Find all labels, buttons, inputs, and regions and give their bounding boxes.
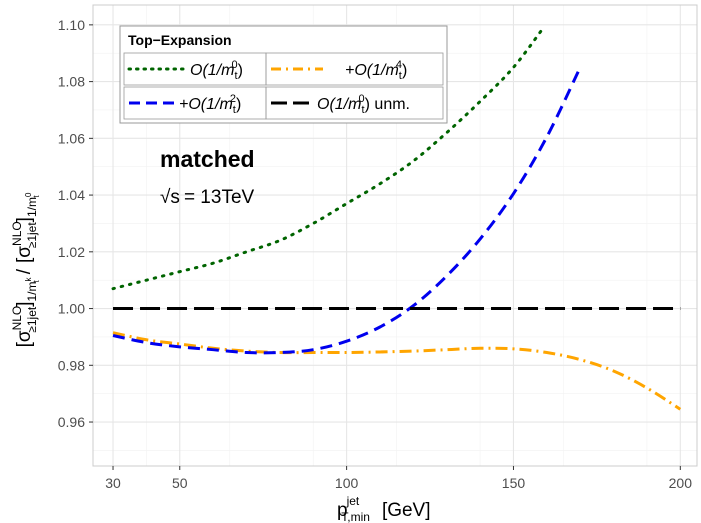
y-label-den-sub3: t (32, 195, 41, 198)
y-label-num-sup: NLO (10, 306, 24, 331)
y-label-den-close: ] (14, 217, 35, 222)
y-tick-label: 0.98 (58, 357, 85, 373)
x-tick-label: 100 (335, 475, 359, 491)
x-tick-label: 150 (502, 475, 526, 491)
legend-title: Top−Expansion (128, 32, 232, 48)
y-tick-label: 1.00 (58, 301, 85, 317)
y-tick-label: 1.02 (58, 244, 85, 260)
y-label-den-sup3: 0 (24, 192, 33, 197)
legend-label-unm: O(1/mt0) unm. (317, 93, 410, 116)
y-label-den-sub: ≥1jet (25, 222, 39, 249)
y-axis-label: [σNLO≥1jet]1/mkt/[σNLO≥1jet]1/m0t (10, 192, 41, 347)
y-label-num-close: ] (14, 302, 35, 307)
annotation-matched: matched (160, 146, 255, 172)
y-label-den-main: [σ (14, 246, 35, 263)
y-label-den-sup: NLO (10, 221, 24, 246)
y-label-num-sub2: 1/m (25, 281, 39, 301)
x-tick-label: 200 (669, 475, 693, 491)
y-tick-label: 1.08 (58, 74, 85, 90)
y-label-num-sub3: t (32, 279, 41, 282)
series-layer (111, 26, 682, 411)
annotation-energy: √s = 13TeV (160, 187, 255, 208)
legend-label-o2: +O(1/mt2) (179, 93, 241, 116)
y-label-num-sub: ≥1jet (25, 306, 39, 333)
y-tick-label: 1.06 (58, 130, 85, 146)
y-label-den-sub2: 1/m (25, 197, 39, 217)
panel-border (92, 4, 698, 467)
y-axis-ticks: 0.96 0.98 1.00 1.02 1.04 1.06 1.08 1.10 (58, 17, 93, 430)
series-line-o0 (111, 26, 545, 291)
x-axis-ticks: 30 50 100 150 200 (105, 466, 692, 491)
grid-major (93, 5, 697, 466)
y-label-separator: / (14, 268, 35, 274)
legend: Top−Expansion O(1/mt0) +O(1/mt4) +O(1/mt… (119, 25, 448, 124)
annotation-energy-rest: = 13TeV (184, 187, 255, 208)
y-tick-label: 1.04 (58, 187, 85, 203)
y-tick-label: 1.10 (58, 17, 85, 33)
x-axis-label-sub: T,min (341, 510, 370, 523)
y-label-num-sup3: k (24, 276, 33, 281)
y-label-num-main: [σ (14, 330, 35, 347)
x-axis-label-sup: jet (346, 494, 360, 508)
x-tick-label: 30 (105, 475, 121, 491)
legend-label-o0: O(1/mt0) (190, 59, 243, 82)
x-axis-label-unit: [GeV] (382, 500, 431, 521)
series-line-o2 (112, 66, 582, 355)
annotation-energy-sqrt: √s (160, 187, 180, 208)
x-axis-label-main: p (337, 500, 348, 521)
x-tick-label: 50 (172, 475, 188, 491)
y-tick-label: 0.96 (58, 414, 85, 430)
x-axis-label: pjet T,min [GeV] (337, 494, 431, 523)
legend-label-o4: +O(1/mt4) (345, 59, 407, 82)
